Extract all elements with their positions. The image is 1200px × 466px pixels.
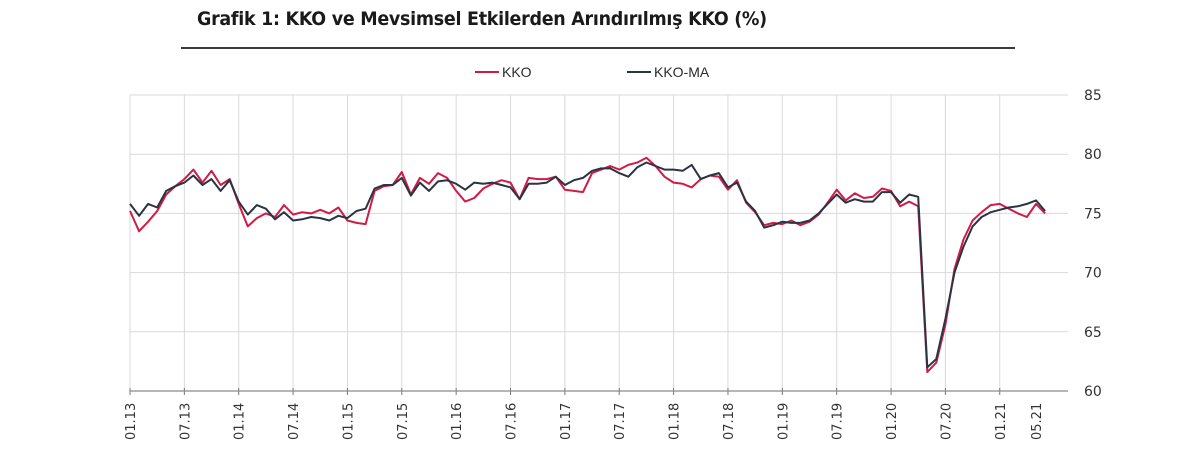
- axes: [129, 388, 1068, 395]
- x-tick-label: 07.13: [178, 403, 193, 440]
- y-tick-label: 60: [1084, 384, 1102, 400]
- x-tick-label: 05.21: [1030, 403, 1045, 440]
- legend-label-kko: KKO: [502, 64, 532, 80]
- y-axis-labels: 60 65 70 75 80 85: [1084, 88, 1102, 400]
- chart-title: Grafik 1: KKO ve Mevsimsel Etkilerden Ar…: [197, 8, 767, 30]
- x-tick-label: 07.19: [831, 403, 846, 440]
- series-kko: [129, 156, 1046, 374]
- legend-item-kko-ma: KKO-MA: [627, 64, 709, 80]
- y-tick-label: 85: [1084, 88, 1102, 104]
- legend-swatch-kko: [475, 71, 499, 73]
- x-tick-label: 01.19: [776, 403, 791, 440]
- x-tick-label: 01.18: [668, 403, 683, 440]
- x-tick-label: 01.15: [341, 403, 356, 440]
- x-tick-label: 01.13: [124, 403, 139, 440]
- y-tick-label: 65: [1084, 325, 1102, 341]
- x-tick-label: 07.20: [939, 403, 954, 440]
- legend-label-kko-ma: KKO-MA: [654, 64, 710, 80]
- x-tick-label: 01.21: [994, 403, 1009, 440]
- y-tick-label: 70: [1084, 266, 1102, 282]
- legend-swatch-kko-ma: [627, 71, 651, 73]
- x-tick-label: 01.20: [885, 403, 900, 440]
- x-tick-label: 07.15: [396, 403, 411, 440]
- y-tick-label: 75: [1084, 206, 1102, 222]
- x-tick-label: 01.14: [233, 403, 248, 440]
- title-divider: [181, 47, 1015, 49]
- chart-legend: KKO KKO-MA: [0, 64, 1200, 84]
- x-tick-label: 07.17: [613, 403, 628, 440]
- x-tick-label: 07.18: [722, 403, 737, 440]
- legend-item-kko: KKO: [475, 64, 532, 80]
- x-tick-label: 01.17: [559, 403, 574, 440]
- gridlines: [129, 94, 1068, 391]
- x-tick-label: 01.16: [450, 403, 465, 440]
- x-axis-labels: 01.13 07.13 01.14 07.14 01.15 07.15 01.16 07.16…: [124, 403, 1045, 440]
- x-tick-label: 07.14: [287, 403, 302, 440]
- series-kko-ma: [129, 161, 1046, 369]
- x-tick-label: 07.16: [505, 403, 520, 440]
- series-lines: [129, 156, 1046, 374]
- y-tick-label: 80: [1084, 147, 1102, 163]
